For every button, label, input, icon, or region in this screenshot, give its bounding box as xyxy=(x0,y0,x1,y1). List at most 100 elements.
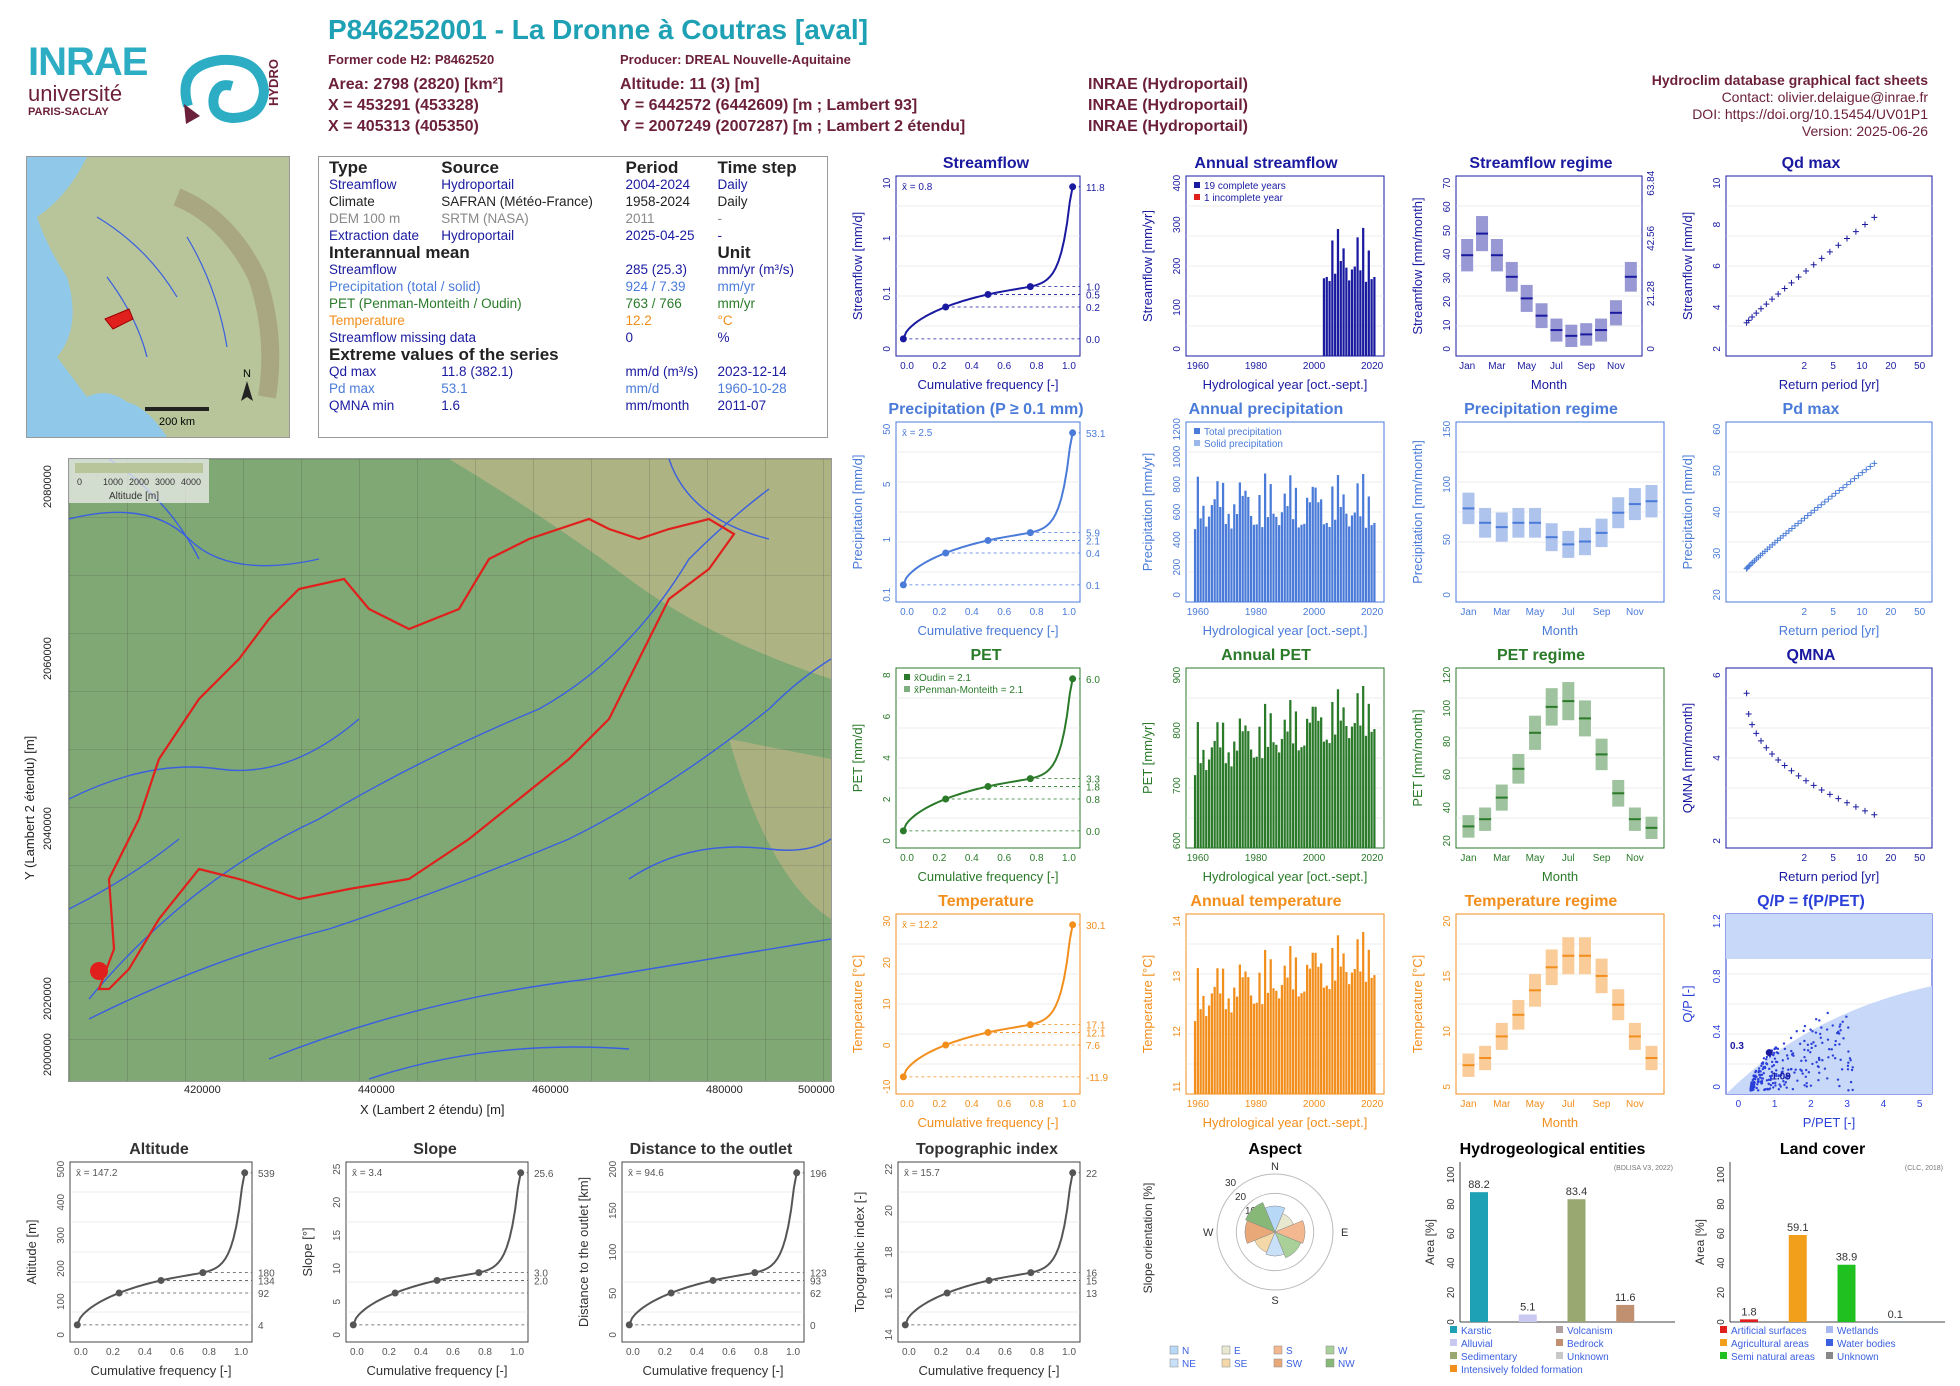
qp-point xyxy=(1765,1062,1769,1066)
qp-point xyxy=(1781,1059,1785,1062)
year-bar xyxy=(1334,734,1337,848)
year-bar xyxy=(1370,525,1373,602)
year-bar xyxy=(1286,977,1289,1094)
return-point xyxy=(1808,509,1815,516)
map-yticks: 2080000 2060000 2040000 2020000 2000000 xyxy=(38,458,58,1080)
qp-point xyxy=(1785,1054,1789,1057)
qp-point xyxy=(1838,1043,1841,1046)
year-bar xyxy=(1263,703,1267,848)
y-tick-label: 1 xyxy=(882,235,893,241)
right-tick-label: 0.5 xyxy=(1086,290,1100,301)
return-point xyxy=(1763,301,1770,308)
legend-swatch xyxy=(1221,1358,1231,1368)
bar-value: 11.6 xyxy=(1615,1292,1636,1304)
year-bar xyxy=(1266,517,1270,602)
quantile-point xyxy=(899,335,907,343)
year-bar xyxy=(1339,260,1342,356)
year-bar xyxy=(1221,722,1225,848)
year-bar xyxy=(1367,496,1370,602)
year-bar xyxy=(1227,513,1230,602)
qp-point xyxy=(1821,1041,1824,1045)
qp-point xyxy=(1820,1026,1823,1029)
quantile-point xyxy=(751,1269,759,1277)
year-bar xyxy=(1289,475,1292,602)
qp-point xyxy=(1847,1061,1850,1064)
y-tick-label: 2 xyxy=(882,796,893,802)
year-bar xyxy=(1350,726,1354,848)
legend-swatch xyxy=(1194,440,1200,446)
chart-title: Annual streamflow xyxy=(1194,155,1338,172)
y-tick-label: 13 xyxy=(1172,970,1183,982)
legend-swatch xyxy=(1325,1345,1335,1355)
year-bar xyxy=(1331,947,1334,1094)
year-bar xyxy=(1238,482,1242,602)
contact: Contact: olivier.delaigue@inrae.fr xyxy=(1721,89,1928,105)
return-point xyxy=(1749,314,1756,321)
x-tick-label: 5 xyxy=(1917,1099,1923,1110)
qp-point xyxy=(1814,1017,1818,1021)
chart-title: Land cover xyxy=(1780,1141,1865,1158)
x-tick-label: 1980 xyxy=(1245,607,1268,618)
y-tick-label: 50 xyxy=(1712,465,1723,477)
qp-point xyxy=(1815,1061,1818,1064)
year-bar xyxy=(1277,752,1281,848)
year-bar xyxy=(1221,968,1225,1094)
quantile-point xyxy=(899,1073,907,1081)
year-bar xyxy=(1328,526,1331,602)
y-axis-label: Slope [°] xyxy=(300,1227,315,1276)
legend-swatch xyxy=(1325,1358,1335,1368)
y-tick-label: 600 xyxy=(1172,832,1183,849)
y-tick-label: 200 xyxy=(1172,257,1183,274)
qp-point xyxy=(1818,1058,1821,1062)
qp-point xyxy=(1785,1086,1788,1089)
distance-svg: Distance to the outlet Cumulative frequen… xyxy=(576,1141,827,1378)
year-bar xyxy=(1297,996,1300,1094)
right-tick-label: 13 xyxy=(1086,1289,1098,1300)
right-tick-label: 6.0 xyxy=(1086,675,1100,686)
y-tick-label: 50 xyxy=(608,1287,619,1299)
qp-point xyxy=(1770,1060,1774,1064)
mean-label: x̄ = 0.8 xyxy=(902,182,933,193)
y-tick-label: 60 xyxy=(1712,423,1723,435)
year-bar xyxy=(1362,932,1365,1094)
x-tick-label: 0.8 xyxy=(1030,607,1044,618)
right-tick-label: 62 xyxy=(810,1289,822,1300)
topo-svg: Topographic index Cumulative frequency [-… xyxy=(852,1141,1098,1378)
year-bar xyxy=(1255,524,1258,602)
y-tick-label: 12 xyxy=(1172,1026,1183,1038)
x-tick-label: 5 xyxy=(1830,607,1836,618)
x-axis-label: Month xyxy=(1542,869,1578,884)
x-tick-label: Nov xyxy=(1626,607,1644,618)
annual_precipitation-chart: Annual precipitation Hydrological year [o… xyxy=(1140,398,1392,638)
qp-point xyxy=(1839,1023,1842,1026)
qp-point xyxy=(1774,1060,1778,1064)
year-bar xyxy=(1207,759,1211,848)
qp-point xyxy=(1774,1081,1777,1085)
year-bar xyxy=(1348,280,1351,356)
precipitation-chart: Precipitation (P ≥ 0.1 mm) Cumulative fre… xyxy=(850,398,1122,638)
x-tick-label: 1.0 xyxy=(510,1347,524,1358)
year-bar xyxy=(1362,473,1365,602)
legend-swatch xyxy=(1169,1358,1179,1368)
y-tick-label: 50 xyxy=(1442,534,1453,546)
x-tick-label: Nov xyxy=(1626,853,1644,864)
qd_max-chart: Qd max Return period [yr] Streamflow [mm/d… xyxy=(1680,152,1942,392)
year-bar xyxy=(1342,953,1345,1094)
y-tick-label: 0 xyxy=(1446,1319,1457,1325)
qp-point xyxy=(1851,1088,1854,1092)
year-bar xyxy=(1252,757,1256,848)
year-bar xyxy=(1241,731,1244,848)
year-bar xyxy=(1202,749,1205,848)
year-bar xyxy=(1353,969,1356,1094)
y-tick-label: 6 xyxy=(882,713,893,719)
y-tick-label: 1000 xyxy=(1172,445,1183,468)
right-tick-label: 1.8 xyxy=(1086,782,1100,793)
x-tick-label: 2 xyxy=(1801,607,1807,618)
year-bar xyxy=(1311,952,1314,1094)
qp-point xyxy=(1846,1064,1850,1068)
y-tick-label: 300 xyxy=(56,1227,67,1244)
annual_pet-chart: Annual PET Hydrological year [oct.-sept.]… xyxy=(1140,644,1392,884)
right-tick-label: 53.1 xyxy=(1086,429,1106,440)
qp-point xyxy=(1765,1055,1769,1059)
x-tick-label: May xyxy=(1526,853,1545,864)
